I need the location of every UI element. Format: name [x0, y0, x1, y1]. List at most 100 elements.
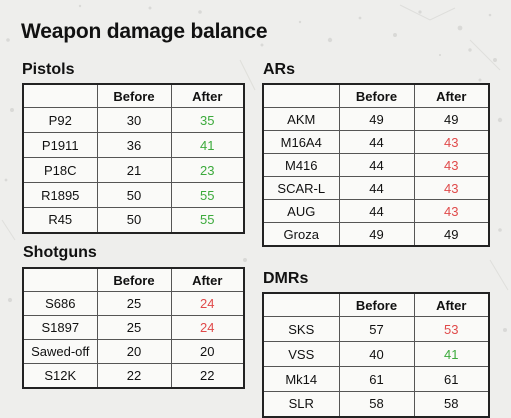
table-row: AUG 44 43 [262, 199, 490, 223]
header-after: After [170, 267, 245, 292]
header-after: After [170, 83, 245, 108]
after-value: 55 [170, 207, 245, 233]
after-value: 35 [170, 107, 245, 133]
weapon-name: R45 [22, 207, 98, 233]
header-weapon [262, 83, 340, 108]
before-value: 25 [96, 291, 172, 316]
weapon-name: S686 [22, 291, 98, 316]
table-row: P92 30 35 [22, 107, 245, 133]
before-value: 58 [338, 391, 415, 417]
table-row: SCAR-L 44 43 [262, 176, 490, 200]
weapon-name: SKS [262, 316, 340, 342]
table-ars: Before After AKM 49 49 M16A4 44 43 M416 … [262, 83, 490, 247]
weapon-name: SLR [262, 391, 340, 417]
table-header-row: Before After [262, 292, 490, 317]
section-title-ars: ARs [263, 61, 296, 78]
weapon-name: R1895 [22, 182, 98, 208]
after-value: 53 [413, 316, 490, 342]
weapon-name: Groza [262, 222, 340, 247]
weapon-name: P18C [22, 157, 98, 183]
weapon-name: P1911 [22, 132, 98, 158]
before-value: 49 [338, 107, 415, 131]
table-row: SLR 58 58 [262, 391, 490, 417]
header-before: Before [96, 267, 172, 292]
before-value: 30 [96, 107, 172, 133]
after-value: 23 [170, 157, 245, 183]
table-header-row: Before After [262, 83, 490, 108]
after-value: 58 [413, 391, 490, 417]
before-value: 57 [338, 316, 415, 342]
table-row: VSS 40 41 [262, 341, 490, 367]
table-row: Groza 49 49 [262, 222, 490, 247]
after-value: 49 [413, 107, 490, 131]
before-value: 22 [96, 363, 172, 388]
after-value: 43 [413, 176, 490, 200]
before-value: 49 [338, 222, 415, 247]
grunge-background [1, 4, 509, 332]
header-after: After [413, 292, 490, 317]
before-value: 25 [96, 315, 172, 340]
weapon-name: S1897 [22, 315, 98, 340]
weapon-name: Mk14 [262, 366, 340, 392]
header-after: After [413, 83, 490, 108]
table-row: Sawed-off 20 20 [22, 339, 245, 364]
table-row: P18C 21 23 [22, 157, 245, 183]
before-value: 50 [96, 182, 172, 208]
section-title-dmrs: DMRs [263, 270, 309, 287]
header-before: Before [338, 83, 415, 108]
after-value: 22 [170, 363, 245, 388]
header-weapon [22, 267, 98, 292]
table-dmrs: Before After SKS 57 53 VSS 40 41 Mk14 61… [262, 292, 490, 418]
weapon-name: VSS [262, 341, 340, 367]
after-value: 43 [413, 199, 490, 223]
before-value: 61 [338, 366, 415, 392]
before-value: 36 [96, 132, 172, 158]
weapon-name: AUG [262, 199, 340, 223]
weapon-name: SCAR-L [262, 176, 340, 200]
table-shotguns: Before After S686 25 24 S1897 25 24 Sawe… [22, 267, 245, 389]
after-value: 49 [413, 222, 490, 247]
after-value: 55 [170, 182, 245, 208]
table-row: M16A4 44 43 [262, 130, 490, 154]
table-header-row: Before After [22, 83, 245, 108]
table-header-row: Before After [22, 267, 245, 292]
table-row: S12K 22 22 [22, 363, 245, 388]
after-value: 61 [413, 366, 490, 392]
header-before: Before [338, 292, 415, 317]
weapon-name: M16A4 [262, 130, 340, 154]
table-row: AKM 49 49 [262, 107, 490, 131]
before-value: 44 [338, 176, 415, 200]
header-before: Before [96, 83, 172, 108]
table-row: Mk14 61 61 [262, 366, 490, 392]
before-value: 40 [338, 341, 415, 367]
weapon-name: M416 [262, 153, 340, 177]
after-value: 20 [170, 339, 245, 364]
weapon-name: S12K [22, 363, 98, 388]
section-title-pistols: Pistols [22, 61, 75, 78]
table-row: M416 44 43 [262, 153, 490, 177]
table-row: R1895 50 55 [22, 182, 245, 208]
before-value: 44 [338, 130, 415, 154]
weapon-name: P92 [22, 107, 98, 133]
after-value: 24 [170, 315, 245, 340]
before-value: 44 [338, 199, 415, 223]
header-weapon [262, 292, 340, 317]
before-value: 50 [96, 207, 172, 233]
after-value: 43 [413, 153, 490, 177]
after-value: 41 [170, 132, 245, 158]
table-row: SKS 57 53 [262, 316, 490, 342]
after-value: 41 [413, 341, 490, 367]
table-row: P1911 36 41 [22, 132, 245, 158]
page-title: Weapon damage balance [21, 20, 268, 43]
table-row: R45 50 55 [22, 207, 245, 233]
after-value: 24 [170, 291, 245, 316]
section-title-shotguns: Shotguns [23, 244, 97, 261]
table-pistols: Before After P92 30 35 P1911 36 41 P18C … [22, 83, 245, 234]
weapon-name: Sawed-off [22, 339, 98, 364]
header-weapon [22, 83, 98, 108]
before-value: 20 [96, 339, 172, 364]
weapon-name: AKM [262, 107, 340, 131]
before-value: 44 [338, 153, 415, 177]
table-row: S686 25 24 [22, 291, 245, 316]
table-row: S1897 25 24 [22, 315, 245, 340]
